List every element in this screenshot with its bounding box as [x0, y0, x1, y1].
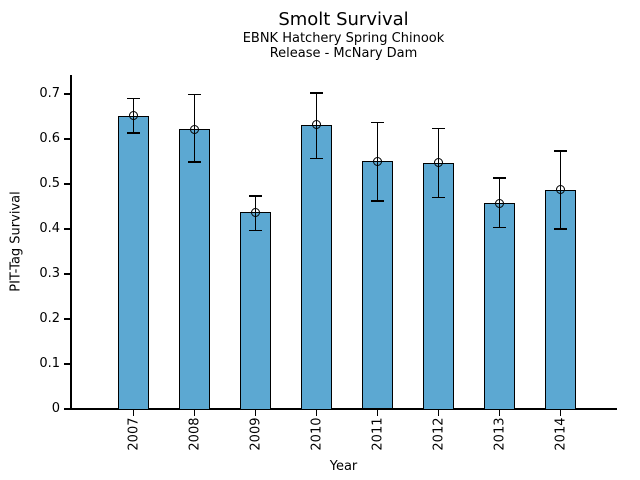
error-cap-top: [127, 97, 140, 99]
x-tick-label: 2012: [431, 417, 446, 451]
error-cap-bottom: [188, 161, 201, 163]
x-tick-label: 2007: [126, 417, 141, 451]
x-tick: [559, 409, 562, 416]
error-marker: [190, 124, 199, 134]
y-axis-spine: [70, 75, 72, 410]
error-marker: [434, 158, 443, 168]
y-tick-label: 0.7: [39, 85, 60, 101]
error-cap-bottom: [371, 200, 384, 202]
y-tick: [63, 273, 70, 275]
error-cap-top: [249, 195, 262, 197]
x-tick: [193, 409, 196, 416]
x-tick-label: 2010: [309, 417, 324, 451]
error-cap-top: [310, 92, 323, 94]
error-marker: [129, 111, 138, 120]
error-cap-top: [493, 177, 506, 179]
error-marker: [251, 207, 260, 217]
error-cap-top: [432, 127, 445, 130]
bar: [484, 203, 515, 410]
x-tick: [254, 409, 257, 416]
bar: [240, 212, 271, 410]
chart-title: Smolt Survival: [278, 9, 409, 30]
y-tick-label: 0.6: [39, 130, 60, 146]
y-tick-label: 0.3: [39, 265, 60, 281]
y-tick-label: 0.5: [39, 175, 60, 191]
bar: [118, 115, 149, 410]
y-tick: [63, 318, 70, 320]
x-tick: [132, 409, 135, 416]
y-tick: [63, 183, 70, 185]
y-tick-label: 0.2: [39, 310, 60, 326]
y-tick: [63, 138, 70, 140]
error-marker: [312, 120, 321, 129]
error-cap-bottom: [249, 229, 262, 232]
x-tick-label: 2009: [248, 417, 263, 451]
y-tick: [63, 408, 70, 410]
error-cap-bottom: [493, 226, 506, 229]
error-marker: [556, 185, 565, 195]
x-axis-spine: [70, 408, 617, 410]
x-tick-label: 2008: [187, 417, 202, 451]
bar: [301, 124, 332, 410]
error-cap-top: [554, 150, 567, 152]
x-tick: [376, 409, 379, 416]
y-tick-label: 0: [51, 400, 60, 416]
x-tick: [498, 409, 501, 416]
bar: [179, 129, 210, 410]
bar: [423, 162, 454, 410]
error-cap-bottom: [554, 228, 567, 230]
error-cap-top: [188, 93, 201, 96]
x-axis-label: Year: [329, 459, 358, 474]
bar: [362, 161, 393, 410]
y-tick: [63, 93, 70, 95]
error-cap-top: [371, 121, 384, 124]
chart-subtitle-line2: Release - McNary Dam: [269, 46, 418, 61]
error-marker: [495, 198, 504, 208]
x-tick-label: 2013: [492, 417, 507, 451]
chart-subtitle-line1: EBNK Hatchery Spring Chinook: [242, 31, 445, 46]
y-tick-label: 0.1: [39, 355, 60, 371]
x-tick: [315, 409, 318, 416]
error-cap-bottom: [310, 157, 323, 160]
title-block: Smolt Survival EBNK Hatchery Spring Chin…: [70, 9, 617, 61]
x-tick-label: 2011: [370, 417, 385, 451]
error-marker: [373, 156, 382, 166]
error-cap-bottom: [432, 196, 445, 199]
y-tick: [63, 363, 70, 365]
x-tick: [437, 409, 440, 416]
bar: [545, 189, 576, 410]
error-cap-bottom: [127, 132, 140, 134]
y-tick-label: 0.4: [39, 220, 60, 236]
x-tick-label: 2014: [553, 417, 568, 451]
y-tick: [63, 228, 70, 230]
